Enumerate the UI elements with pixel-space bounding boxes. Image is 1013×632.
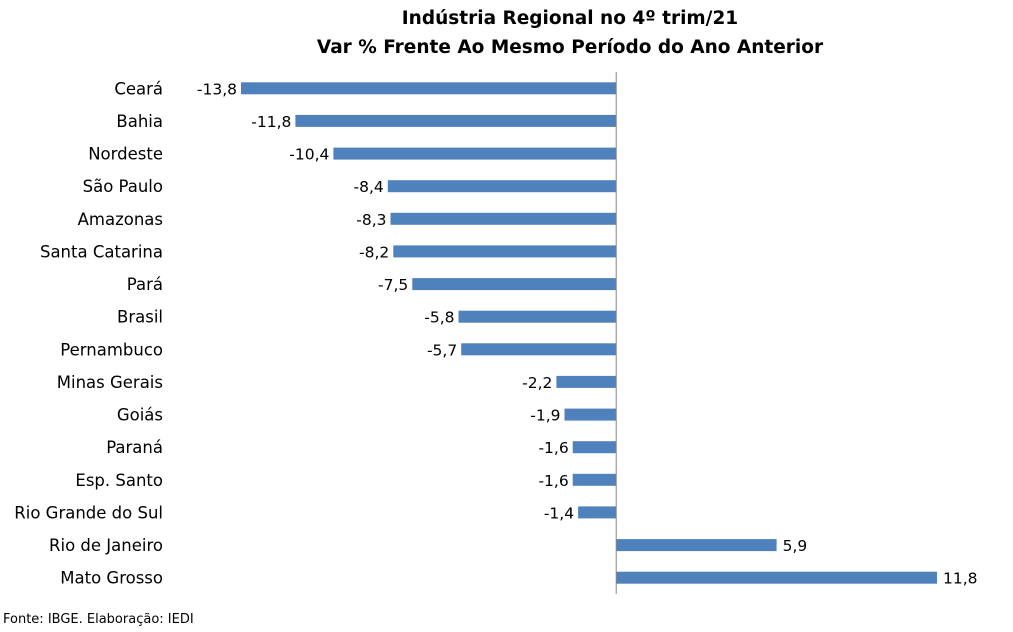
data-label: -1,6	[538, 472, 568, 490]
bar	[564, 408, 617, 421]
category-label: Rio Grande do Sul	[14, 503, 163, 522]
data-label: -11,8	[251, 113, 291, 131]
source-note: Fonte: IBGE. Elaboração: IEDI	[3, 612, 194, 627]
bar	[390, 212, 617, 225]
bar	[616, 539, 777, 552]
chart-title-block: Indústria Regional no 4º trim/21 Var % F…	[0, 4, 1013, 62]
data-label: -8,4	[354, 178, 384, 196]
data-label: -10,4	[289, 146, 329, 164]
bar	[461, 343, 617, 356]
category-label: Santa Catarina	[40, 242, 163, 261]
category-label: Mato Grosso	[60, 569, 163, 588]
category-label: Ceará	[114, 79, 163, 98]
data-label: -13,8	[197, 80, 237, 98]
data-label: -7,5	[378, 276, 408, 294]
category-label: Esp. Santo	[75, 471, 163, 490]
bar	[412, 278, 617, 291]
bar	[572, 473, 617, 486]
bar	[241, 82, 617, 95]
category-label: Bahia	[116, 112, 163, 131]
category-label: Pernambuco	[60, 340, 163, 359]
bar	[458, 310, 617, 323]
bar	[616, 571, 937, 584]
data-label: -8,3	[356, 211, 386, 229]
data-label: -8,2	[359, 243, 389, 261]
bar	[295, 114, 617, 127]
data-label: -1,4	[544, 504, 574, 522]
category-label: Nordeste	[88, 145, 163, 164]
category-label: São Paulo	[83, 177, 163, 196]
category-label: Goiás	[117, 406, 163, 425]
chart-subtitle: Var % Frente Ao Mesmo Período do Ano Ant…	[316, 37, 824, 58]
data-label: -1,9	[530, 407, 560, 425]
category-label: Amazonas	[78, 210, 163, 229]
data-label: 11,8	[943, 570, 978, 588]
category-label: Pará	[127, 275, 163, 294]
data-label: -5,8	[424, 309, 454, 327]
data-label: -5,7	[427, 341, 457, 359]
bar	[333, 147, 617, 160]
bar	[393, 245, 617, 258]
chart-title: Indústria Regional no 4º trim/21	[401, 8, 739, 29]
bar	[578, 506, 617, 519]
data-label: 5,9	[783, 537, 808, 555]
bar	[387, 180, 617, 193]
category-label: Brasil	[117, 308, 163, 327]
category-label: Rio de Janeiro	[49, 536, 163, 555]
bar	[572, 441, 617, 454]
category-label: Paraná	[106, 438, 163, 457]
bar	[556, 375, 617, 388]
data-label: -2,2	[522, 374, 552, 392]
category-label: Minas Gerais	[57, 373, 163, 392]
data-label: -1,6	[538, 439, 568, 457]
